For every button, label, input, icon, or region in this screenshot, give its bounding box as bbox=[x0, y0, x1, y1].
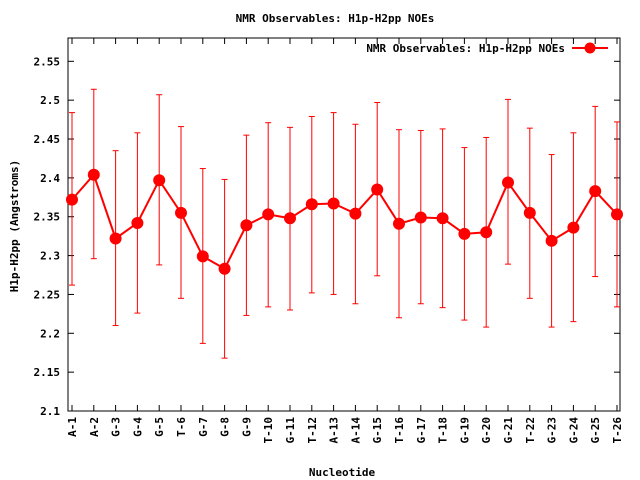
legend: NMR Observables: H1p-H2pp NOEs bbox=[366, 42, 608, 55]
legend-label: NMR Observables: H1p-H2pp NOEs bbox=[366, 42, 565, 55]
data-point bbox=[284, 212, 296, 225]
y-axis-label: H1p-H2pp (Angstroms) bbox=[8, 160, 21, 292]
series-line-path bbox=[71, 172, 618, 271]
x-tick-label: G-25 bbox=[589, 417, 602, 444]
data-point bbox=[371, 183, 384, 196]
x-axis-label: Nucleotide bbox=[309, 466, 376, 479]
x-tick-label: G-17 bbox=[415, 417, 428, 444]
data-point bbox=[218, 262, 231, 275]
x-tick-label: T-18 bbox=[437, 417, 450, 444]
legend-marker-swatch bbox=[584, 42, 596, 54]
plot-frame bbox=[67, 37, 621, 412]
x-tick-label: G-4 bbox=[131, 417, 144, 437]
data-point bbox=[349, 207, 362, 220]
data-point bbox=[240, 219, 253, 232]
y-tick-label: 2.15 bbox=[34, 366, 61, 379]
data-point bbox=[87, 168, 100, 181]
x-tick-label: T-26 bbox=[611, 417, 624, 444]
x-tick-label: A-2 bbox=[88, 417, 101, 437]
data-point bbox=[502, 176, 514, 189]
data-point bbox=[545, 234, 558, 247]
x-tick-label: G-5 bbox=[153, 417, 166, 437]
y-tick-label: 2.35 bbox=[34, 211, 61, 224]
data-point bbox=[589, 185, 602, 198]
x-tick-label: G-23 bbox=[546, 417, 559, 444]
x-tick-label: G-24 bbox=[567, 417, 580, 444]
y-tick-label: 2.25 bbox=[34, 288, 61, 301]
data-point bbox=[66, 193, 78, 206]
x-tick-label: G-8 bbox=[219, 417, 232, 437]
data-points bbox=[66, 168, 623, 275]
x-tick-label: G-15 bbox=[371, 417, 384, 444]
data-point bbox=[153, 174, 166, 187]
y-tick-label: 2.45 bbox=[34, 133, 61, 146]
data-point bbox=[567, 221, 580, 234]
x-tick-label: T-22 bbox=[524, 417, 537, 444]
x-tick-label: G-3 bbox=[110, 417, 123, 437]
data-point bbox=[109, 232, 122, 245]
chart-title: NMR Observables: H1p-H2pp NOEs bbox=[236, 12, 435, 25]
data-point bbox=[393, 217, 405, 230]
x-tick-label: T-16 bbox=[393, 417, 406, 444]
data-point bbox=[523, 206, 536, 219]
x-tick-label: T-6 bbox=[175, 417, 188, 437]
x-tick-label: A-1 bbox=[66, 417, 79, 437]
y-tick-label: 2.55 bbox=[34, 55, 61, 68]
x-tick-label: G-20 bbox=[480, 417, 493, 444]
x-tick-label: A-14 bbox=[349, 417, 362, 444]
series-line bbox=[71, 172, 618, 271]
y-tick-label: 2.1 bbox=[40, 405, 60, 418]
data-point bbox=[305, 198, 318, 211]
data-point bbox=[327, 197, 340, 210]
y-tick-label: 2.5 bbox=[40, 94, 60, 107]
data-point bbox=[458, 227, 471, 240]
y-tick-label: 2.4 bbox=[40, 172, 60, 185]
x-tick-label: G-7 bbox=[197, 417, 210, 437]
x-tick-label: A-13 bbox=[328, 417, 341, 444]
y-tick-label: 2.3 bbox=[40, 250, 60, 263]
data-point bbox=[480, 226, 493, 239]
data-point bbox=[436, 212, 449, 225]
x-tick-label: T-10 bbox=[262, 417, 275, 444]
x-tick-label: G-21 bbox=[502, 417, 515, 444]
axes bbox=[67, 37, 621, 412]
data-point bbox=[611, 208, 623, 221]
y-ticks: 2.1 2.15 2.2 2.25 2.3 2.35 2.4 2.45 2.5 2.55 bbox=[34, 55, 620, 418]
data-point bbox=[262, 208, 275, 221]
x-tick-label: G-9 bbox=[240, 417, 253, 437]
x-tick-label: T-12 bbox=[306, 417, 319, 444]
data-point bbox=[131, 216, 144, 229]
data-point bbox=[175, 206, 187, 219]
data-point bbox=[196, 250, 209, 263]
data-point bbox=[414, 211, 427, 224]
x-ticks: A-1 A-2 G-3 G-4 G-5 T-6 G-7 G-8 G-9 T-10 G-11 T-12 A… bbox=[66, 38, 624, 444]
x-tick-label: G-19 bbox=[458, 417, 471, 444]
x-tick-label: G-11 bbox=[284, 417, 297, 444]
y-tick-label: 2.2 bbox=[40, 327, 60, 340]
